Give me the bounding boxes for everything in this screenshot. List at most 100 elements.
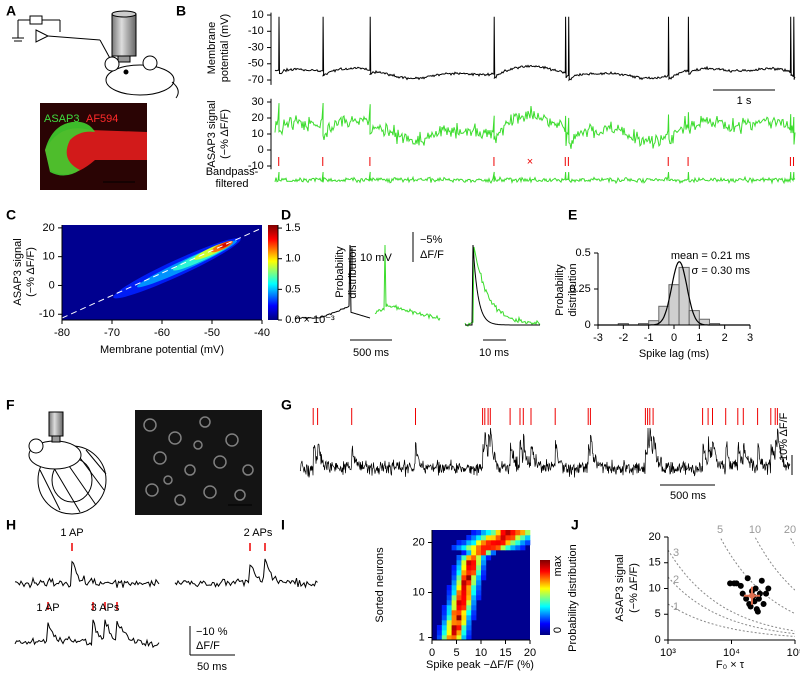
heat-cell — [461, 585, 467, 591]
heat-cell — [466, 535, 472, 541]
heat-cell — [461, 625, 467, 631]
heat-cell — [451, 625, 457, 631]
heat-cell — [461, 565, 467, 571]
scale-label: 10 ms — [479, 347, 509, 359]
heat-cell — [476, 590, 482, 596]
heat-cell — [436, 630, 443, 636]
heat-cell — [476, 550, 482, 556]
tick-label: 0 — [429, 647, 435, 659]
tick-label: 0 — [671, 332, 677, 344]
heat-cell — [451, 575, 457, 581]
heat-cell — [461, 630, 467, 636]
heat-cell — [471, 600, 477, 606]
micrograph — [40, 103, 147, 190]
axis-label: Probability — [334, 246, 346, 298]
dff-trace — [14, 619, 160, 649]
heat-cell — [451, 620, 457, 626]
heat-cell — [466, 630, 472, 636]
heat-cell — [500, 530, 506, 536]
asap-spike-overlay — [464, 246, 541, 327]
tick-label: 0 — [655, 634, 661, 646]
iso-curve — [668, 549, 795, 632]
tick-label: 0.0 × 10⁻³ — [285, 314, 335, 326]
heat-cell — [451, 605, 457, 611]
heat-cell — [471, 550, 477, 556]
tick-label: 1 — [696, 332, 702, 344]
heat-cell — [476, 540, 482, 546]
label: AF594 — [86, 113, 118, 125]
tick-label: 20 — [43, 222, 55, 234]
heat-cell — [461, 605, 467, 611]
heat-cell — [476, 575, 482, 581]
heat-cell — [471, 530, 477, 536]
heat-cell — [466, 635, 472, 641]
dff-trace — [299, 427, 791, 478]
heat-cell — [525, 530, 531, 536]
heat-cell — [451, 545, 457, 551]
axis-label: σ = 0.30 ms — [692, 265, 751, 277]
heat-cell — [490, 550, 496, 556]
identity-line — [62, 227, 262, 319]
axis-label: distribution — [347, 245, 359, 298]
tick-label: 20 — [252, 112, 264, 124]
heat-cell — [481, 570, 487, 576]
heat-cell — [471, 535, 477, 541]
heat-cell — [456, 540, 462, 546]
heat-cell — [436, 625, 443, 631]
heat-cell — [520, 540, 526, 546]
axis-label: Bandpass- — [206, 166, 259, 178]
heat-cell — [456, 595, 462, 601]
heat-cell — [466, 615, 472, 621]
heat-cell — [471, 610, 477, 616]
heat-cell — [485, 545, 492, 551]
heat-cell — [505, 545, 511, 551]
asap-spike — [374, 244, 441, 321]
tick-label: 0 — [258, 144, 264, 156]
heat-cell — [466, 540, 472, 546]
neuron-point — [751, 598, 758, 605]
heat-cell — [476, 595, 482, 601]
heat-cell — [476, 565, 482, 571]
heat-cell — [481, 575, 487, 581]
heat-cell — [471, 585, 477, 591]
heat-cell — [500, 540, 506, 546]
heat-cell — [510, 535, 516, 541]
heat-cell — [461, 545, 467, 551]
axis-label: ASAP3 signal — [614, 554, 626, 621]
axis-label: Membrane potential (mV) — [100, 344, 224, 356]
heat-cell — [466, 600, 472, 606]
dff-trace — [14, 560, 160, 589]
tick-label: 10 — [252, 128, 264, 140]
axis-label: ΔF/F — [196, 640, 220, 652]
colorbar-label: 0 — [552, 627, 564, 633]
heat-cell — [456, 610, 462, 616]
heat-cell — [481, 565, 487, 571]
heat-cell — [441, 610, 447, 616]
heat-cell — [476, 580, 482, 586]
dff-trace — [174, 558, 318, 589]
heat-cell — [510, 545, 516, 551]
neuron-point — [754, 608, 761, 615]
heat-cell — [461, 550, 467, 556]
wheel-cartoon — [28, 411, 107, 515]
heat-cell — [525, 540, 531, 546]
panel-letter: J — [571, 517, 579, 533]
heat-cell — [456, 545, 462, 551]
axis-label: Probability distribution — [567, 544, 579, 652]
heat-cell — [476, 570, 482, 576]
heat-cell — [466, 560, 472, 566]
colorbar — [540, 560, 550, 635]
heat-cell — [505, 530, 511, 536]
heat-cell — [471, 575, 477, 581]
heat-cell — [476, 555, 482, 561]
tick-label: 10 — [649, 582, 661, 594]
tick-label: -30 — [248, 41, 264, 53]
tick-label: 10 — [413, 586, 425, 598]
curve-label: 10 — [749, 524, 761, 536]
heat-cell — [471, 595, 477, 601]
axis-label: ΔF/F — [420, 249, 444, 261]
heat-cell — [461, 610, 467, 616]
axis-label: ASAP3 signal — [206, 100, 218, 167]
heat-cell — [446, 585, 452, 591]
tick-label: 0.5 — [576, 247, 591, 259]
